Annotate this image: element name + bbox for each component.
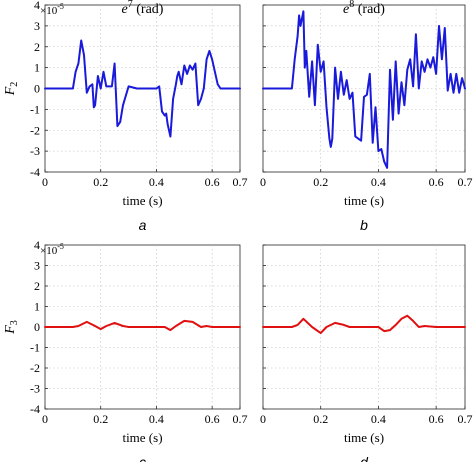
x-tick-label: 0	[260, 175, 266, 189]
panel-d: 0 0.2 0.4 0.6 0.7 time (s) d	[260, 244, 473, 462]
panel-b: 0 0.2 0.4 0.6 0.7 e8 (rad) time (s) b	[260, 0, 473, 233]
panel-caption: a	[139, 217, 147, 233]
x-tick-label: 0.6	[205, 175, 220, 189]
panel-caption: c	[139, 454, 146, 462]
panel-caption: d	[360, 454, 369, 462]
x-axis-label: time (s)	[344, 430, 384, 445]
x-tick-label: 0.4	[371, 412, 386, 426]
y-tick-label: -3	[30, 382, 40, 396]
chart-title: e7 (rad)	[122, 0, 164, 17]
y-tick-label: -1	[30, 341, 40, 355]
y-tick-label: 3	[34, 19, 40, 33]
x-tick-label: 0.6	[429, 412, 444, 426]
y-tick-label: -3	[30, 144, 40, 158]
x-tick-label: 0.2	[313, 175, 328, 189]
y-tick-label: 2	[34, 40, 40, 54]
y-tick-label: 4	[34, 238, 40, 252]
x-tick-label: 0	[42, 175, 48, 189]
x-tick-label: 0.4	[149, 412, 164, 426]
y-tick-label: 0	[34, 82, 40, 96]
y-axis-label: F2	[3, 82, 20, 97]
y-axis-label: F3	[3, 320, 20, 335]
y-tick-label: -1	[30, 102, 40, 116]
x-tick-label: 0.4	[149, 175, 164, 189]
x-tick-label: 0	[260, 412, 266, 426]
y-tick-label: 0	[34, 320, 40, 334]
x-tick-label: 0.7	[458, 175, 473, 189]
x-tick-label: 0.7	[458, 412, 473, 426]
x-tick-label: 0.7	[233, 175, 248, 189]
x-axis-label: time (s)	[344, 193, 384, 208]
panel-caption: b	[360, 217, 368, 233]
x-tick-label: 0.2	[313, 412, 328, 426]
x-tick-label: 0	[42, 412, 48, 426]
series-line	[262, 10, 466, 169]
y-tick-label: -4	[30, 402, 40, 416]
x-axis-label: time (s)	[122, 193, 162, 208]
x-tick-label: 0.7	[233, 412, 248, 426]
y-tick-label: -2	[30, 361, 40, 375]
x-tick-label: 0.6	[205, 412, 220, 426]
x-tick-label: 0.6	[429, 175, 444, 189]
y-tick-label: 1	[34, 61, 40, 75]
chart-title: e8 (rad)	[343, 0, 385, 17]
y-tick-label: -2	[30, 123, 40, 137]
series-line	[262, 314, 466, 335]
x-tick-label: 0.2	[93, 412, 108, 426]
y-tick-label: -4	[30, 165, 40, 179]
y-tick-label: 4	[34, 0, 40, 12]
x-axis-label: time (s)	[122, 430, 162, 445]
y-tick-label: 1	[34, 300, 40, 314]
series-line	[44, 319, 241, 332]
x-tick-label: 0.4	[371, 175, 386, 189]
y-tick-label: 3	[34, 259, 40, 273]
x-tick-label: 0.2	[93, 175, 108, 189]
series-line	[44, 39, 241, 138]
y-tick-label: 2	[34, 279, 40, 293]
